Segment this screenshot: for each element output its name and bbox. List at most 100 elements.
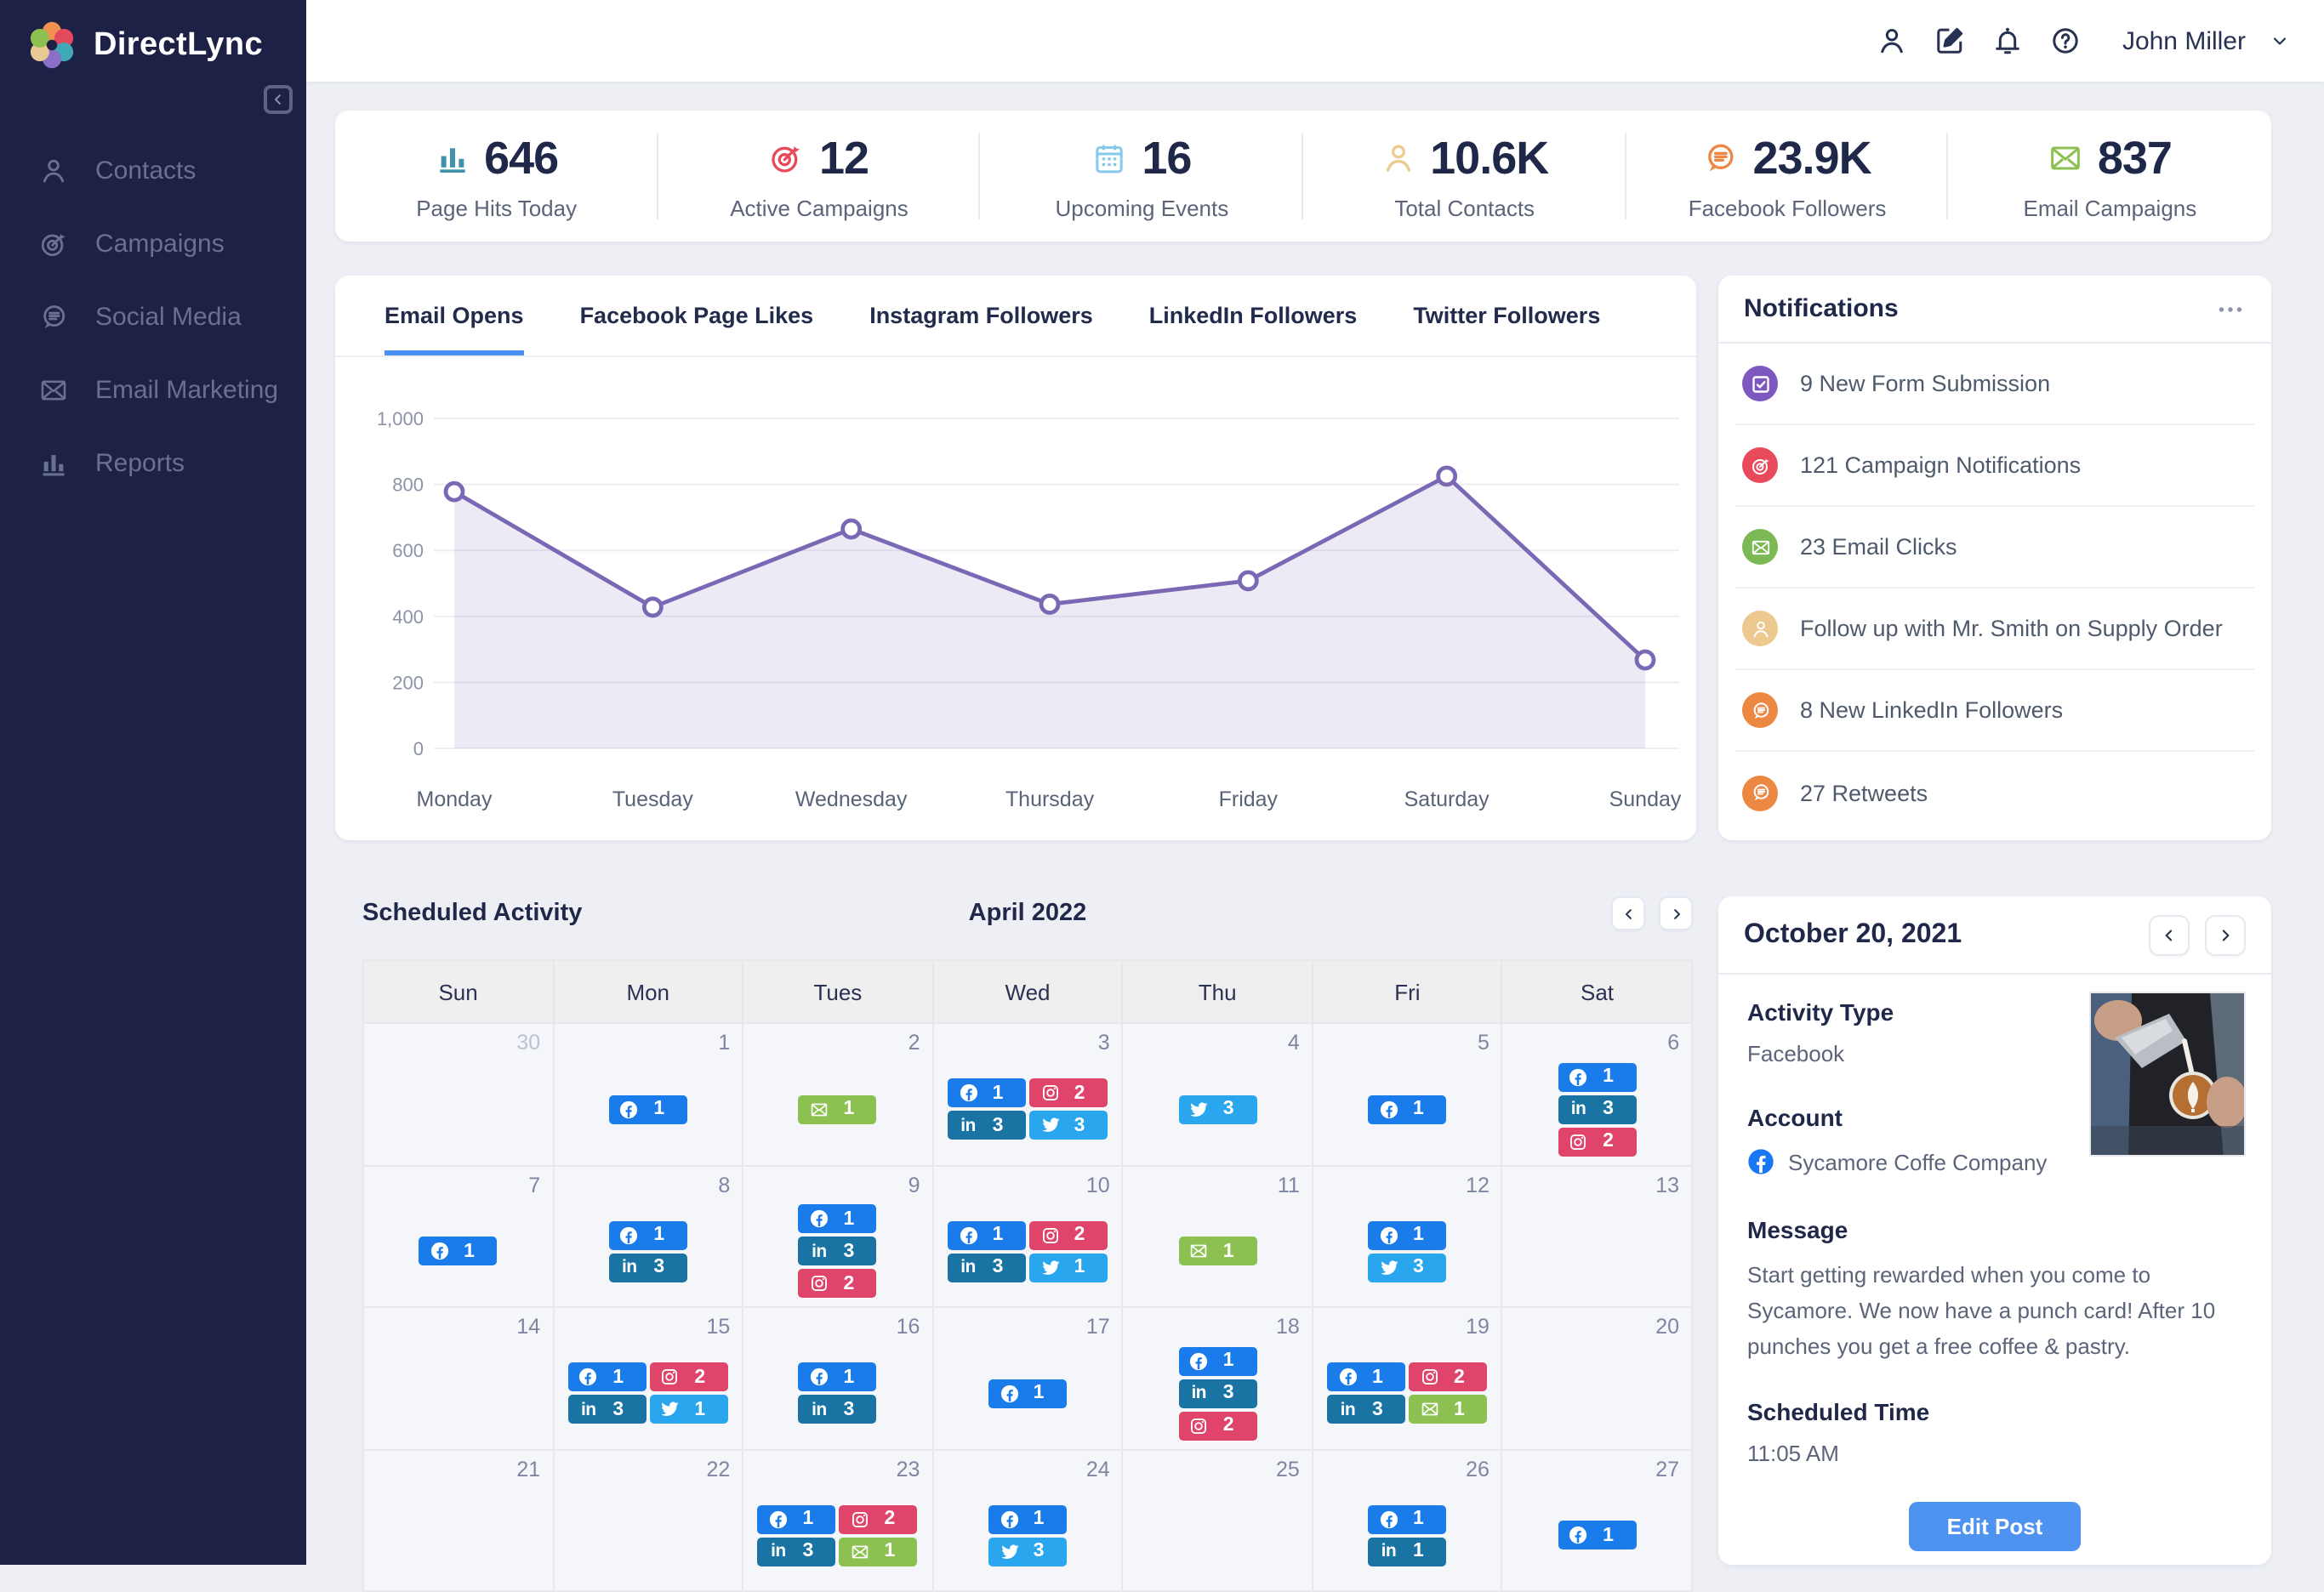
badge-facebook[interactable]: 1 xyxy=(757,1504,836,1534)
more-options-icon[interactable] xyxy=(2215,293,2246,324)
badge-twitter[interactable]: 1 xyxy=(649,1395,728,1424)
badge-count: 1 xyxy=(1033,1509,1045,1530)
sidebar-item-email-marketing[interactable]: Email Marketing xyxy=(0,354,306,427)
sidebar-item-social-media[interactable]: Social Media xyxy=(0,281,306,354)
badge-facebook[interactable]: 1 xyxy=(1558,1521,1637,1550)
badge-facebook[interactable]: 1 xyxy=(1178,1346,1257,1376)
badge-instagram[interactable]: 2 xyxy=(1029,1220,1108,1250)
day-number: 1 xyxy=(718,1031,731,1055)
post-prev-button[interactable] xyxy=(2149,914,2190,955)
calendar-day-21: 21 xyxy=(362,1450,555,1592)
badge-email[interactable]: 1 xyxy=(839,1537,918,1566)
badge-facebook[interactable]: 1 xyxy=(567,1362,647,1392)
badge-email[interactable]: 1 xyxy=(1409,1395,1488,1424)
notification-23-email-clicks[interactable]: 23 Email Clicks xyxy=(1735,507,2254,588)
badge-facebook[interactable]: 1 xyxy=(988,1379,1068,1408)
badge-instagram[interactable]: 2 xyxy=(1178,1411,1257,1441)
badge-twitter[interactable]: 3 xyxy=(1029,1111,1108,1140)
calendar-next-button[interactable] xyxy=(1659,896,1693,930)
notification-121-campaign-notifications[interactable]: 121 Campaign Notifications xyxy=(1735,425,2254,507)
linkedin-icon: in xyxy=(812,1399,827,1419)
day-badges: 1 2 in 3 3 xyxy=(948,1078,1108,1140)
tab-email-opens[interactable]: Email Opens xyxy=(384,276,524,355)
badge-facebook[interactable]: 1 xyxy=(798,1362,877,1392)
notification-9-new-form-submission[interactable]: 9 New Form Submission xyxy=(1735,344,2254,425)
tab-instagram-followers[interactable]: Instagram Followers xyxy=(869,303,1093,328)
badge-instagram[interactable]: 2 xyxy=(1409,1362,1488,1392)
day-number: 10 xyxy=(1085,1173,1110,1197)
notification-8-new-linkedin-followers[interactable]: 8 New LinkedIn Followers xyxy=(1735,670,2254,752)
post-next-button[interactable] xyxy=(2205,914,2246,955)
sidebar-item-contacts[interactable]: Contacts xyxy=(0,134,306,208)
badge-linkedin[interactable]: in 3 xyxy=(567,1395,647,1424)
badge-facebook[interactable]: 1 xyxy=(798,1204,877,1234)
help-icon[interactable] xyxy=(2051,26,2082,56)
badge-linkedin[interactable]: in 3 xyxy=(1178,1379,1257,1408)
day-header-mon: Mon xyxy=(552,961,742,1022)
badge-facebook[interactable]: 1 xyxy=(1327,1362,1406,1392)
badge-linkedin[interactable]: in 3 xyxy=(798,1237,877,1266)
badge-linkedin[interactable]: in 1 xyxy=(1368,1537,1447,1566)
sidebar-item-reports[interactable]: Reports xyxy=(0,427,306,500)
day-number: 7 xyxy=(528,1173,541,1197)
badge-linkedin[interactable]: in 3 xyxy=(948,1253,1027,1282)
scheduled-time-label: Scheduled Time xyxy=(1747,1398,1930,1426)
bell-icon[interactable] xyxy=(1993,26,2024,56)
badge-instagram[interactable]: 2 xyxy=(798,1269,877,1299)
badge-instagram[interactable]: 2 xyxy=(649,1362,728,1392)
calendar-day-11: 11 1 xyxy=(1123,1166,1313,1308)
badge-facebook[interactable]: 1 xyxy=(988,1504,1068,1534)
badge-twitter[interactable]: 1 xyxy=(1029,1253,1108,1282)
scheduled-time-value: 11:05 AM xyxy=(1747,1441,1839,1467)
notification-27-retweets[interactable]: 27 Retweets xyxy=(1735,752,2254,833)
badge-linkedin[interactable]: in 3 xyxy=(1558,1094,1637,1124)
badge-linkedin[interactable]: in 3 xyxy=(948,1111,1027,1140)
badge-instagram[interactable]: 2 xyxy=(1558,1127,1637,1157)
stat-email-campaigns: 837 Email Campaigns xyxy=(1949,111,2271,242)
badge-facebook[interactable]: 1 xyxy=(948,1220,1027,1250)
badge-instagram[interactable]: 2 xyxy=(839,1504,918,1534)
badge-linkedin[interactable]: in 3 xyxy=(757,1537,836,1566)
activity-type-label: Activity Type xyxy=(1747,998,1894,1026)
tab-twitter-followers[interactable]: Twitter Followers xyxy=(1413,303,1601,328)
notification-follow-up-with-mr-smith-on-supply-order[interactable]: Follow up with Mr. Smith on Supply Order xyxy=(1735,588,2254,670)
badge-twitter[interactable]: 3 xyxy=(1368,1253,1447,1282)
badge-linkedin[interactable]: in 3 xyxy=(608,1253,687,1282)
sidebar-item-campaigns[interactable]: Campaigns xyxy=(0,208,306,281)
facebook-icon xyxy=(619,1100,640,1120)
calendar-prev-button[interactable] xyxy=(1611,896,1645,930)
envelope-icon xyxy=(39,376,68,405)
badge-facebook[interactable]: 1 xyxy=(608,1094,687,1124)
badge-facebook[interactable]: 1 xyxy=(608,1220,687,1250)
badge-instagram[interactable]: 2 xyxy=(1029,1078,1108,1108)
edit-post-button[interactable]: Edit Post xyxy=(1909,1502,2081,1552)
user-menu[interactable]: John Miller xyxy=(2122,26,2290,55)
badge-facebook[interactable]: 1 xyxy=(1368,1220,1447,1250)
svg-text:800: 800 xyxy=(392,475,424,496)
svg-text:600: 600 xyxy=(392,540,424,561)
badge-email[interactable]: 1 xyxy=(798,1094,877,1124)
badge-facebook[interactable]: 1 xyxy=(1368,1094,1447,1124)
badge-email[interactable]: 1 xyxy=(1178,1237,1257,1266)
badge-facebook[interactable]: 1 xyxy=(948,1078,1027,1108)
badge-facebook[interactable]: 1 xyxy=(1558,1062,1637,1092)
badge-facebook[interactable]: 1 xyxy=(1368,1504,1447,1534)
badge-twitter[interactable]: 3 xyxy=(988,1537,1068,1566)
facebook-icon xyxy=(999,1384,1019,1404)
sidebar-collapse-button[interactable] xyxy=(264,85,293,114)
sidebar: DirectLync Contacts Campaigns Social Media… xyxy=(0,0,306,1565)
day-number: 4 xyxy=(1287,1031,1300,1055)
tab-facebook-page-likes[interactable]: Facebook Page Likes xyxy=(579,303,814,328)
badge-count: 1 xyxy=(1603,1066,1614,1088)
envelope-icon xyxy=(2048,141,2082,175)
badge-linkedin[interactable]: in 3 xyxy=(1327,1395,1406,1424)
badge-facebook[interactable]: 1 xyxy=(419,1237,498,1266)
compose-icon[interactable] xyxy=(1935,26,1966,56)
post-detail-date: October 20, 2021 xyxy=(1744,919,1962,948)
user-icon[interactable] xyxy=(1877,26,1908,56)
badge-twitter[interactable]: 3 xyxy=(1178,1094,1257,1124)
tab-linkedin-followers[interactable]: LinkedIn Followers xyxy=(1148,303,1358,328)
day-number: 26 xyxy=(1466,1457,1490,1481)
badge-linkedin[interactable]: in 3 xyxy=(798,1395,877,1424)
